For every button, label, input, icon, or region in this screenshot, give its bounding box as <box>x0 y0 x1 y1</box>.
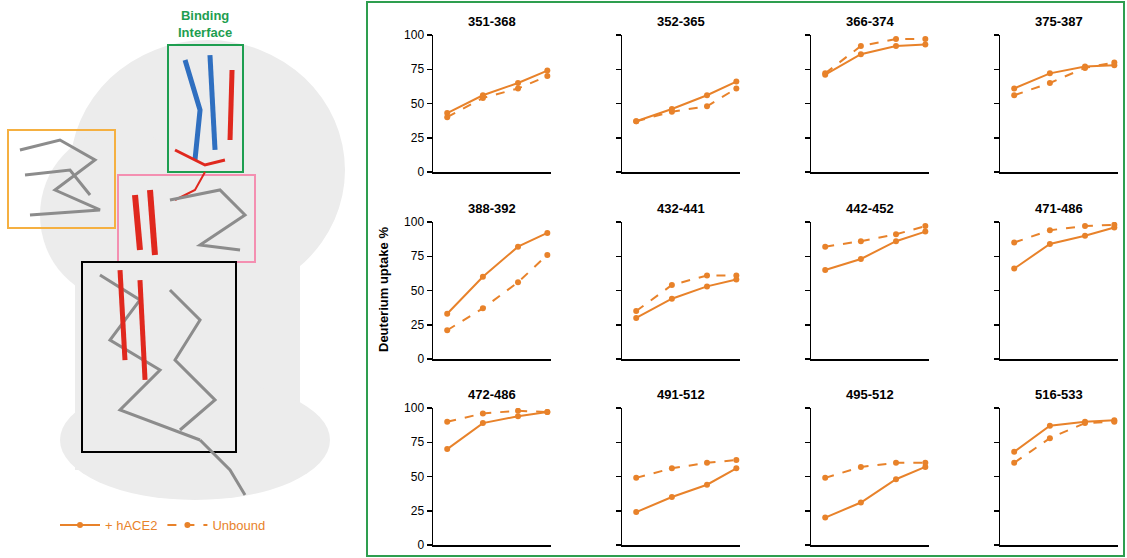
svg-text:375-387: 375-387 <box>1035 14 1083 29</box>
svg-text:75: 75 <box>411 249 425 263</box>
svg-text:100: 100 <box>404 215 424 229</box>
svg-text:50: 50 <box>411 470 425 484</box>
svg-text:25: 25 <box>411 318 425 332</box>
svg-text:75: 75 <box>411 435 425 449</box>
svg-text:352-365: 352-365 <box>657 14 705 29</box>
svg-text:50: 50 <box>411 97 425 111</box>
svg-text:471-486: 471-486 <box>1035 201 1083 216</box>
svg-text:351-368: 351-368 <box>468 14 516 29</box>
svg-text:Deuterium uptake %: Deuterium uptake % <box>376 227 391 352</box>
svg-text:100: 100 <box>404 28 424 42</box>
svg-text:0: 0 <box>417 165 424 179</box>
svg-text:0: 0 <box>417 352 424 366</box>
svg-text:388-392: 388-392 <box>468 201 516 216</box>
svg-text:+ hACE2: + hACE2 <box>105 518 157 533</box>
svg-text:25: 25 <box>411 131 425 145</box>
svg-text:BindingInterface: BindingInterface <box>178 8 232 40</box>
svg-text:491-512: 491-512 <box>657 387 705 402</box>
svg-text:366-374: 366-374 <box>846 14 894 29</box>
svg-text:25: 25 <box>411 504 425 518</box>
svg-text:75: 75 <box>411 62 425 76</box>
svg-text:Unbound: Unbound <box>212 518 265 533</box>
svg-text:442-452: 442-452 <box>846 201 894 216</box>
svg-text:516-533: 516-533 <box>1035 387 1083 402</box>
svg-text:432-441: 432-441 <box>657 201 705 216</box>
svg-text:50: 50 <box>411 284 425 298</box>
svg-text:472-486: 472-486 <box>468 387 516 402</box>
svg-text:100: 100 <box>404 401 424 415</box>
svg-text:0: 0 <box>417 538 424 552</box>
svg-text:495-512: 495-512 <box>846 387 894 402</box>
